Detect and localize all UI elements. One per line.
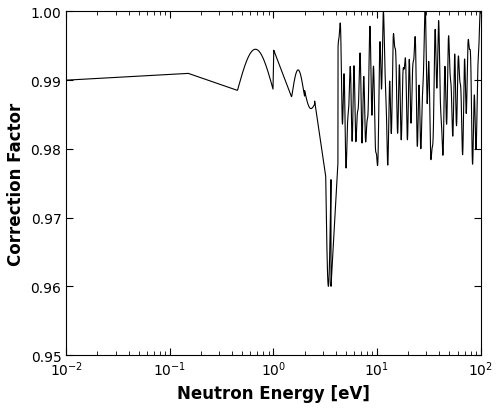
X-axis label: Neutron Energy [eV]: Neutron Energy [eV] <box>177 384 370 402</box>
Y-axis label: Correction Factor: Correction Factor <box>7 102 25 265</box>
